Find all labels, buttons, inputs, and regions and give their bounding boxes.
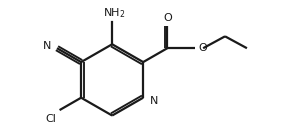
Text: N: N [150,96,158,106]
Text: O: O [198,43,207,53]
Text: NH$_2$: NH$_2$ [103,7,125,21]
Text: Cl: Cl [46,114,57,124]
Text: O: O [163,14,172,23]
Text: N: N [43,41,51,51]
